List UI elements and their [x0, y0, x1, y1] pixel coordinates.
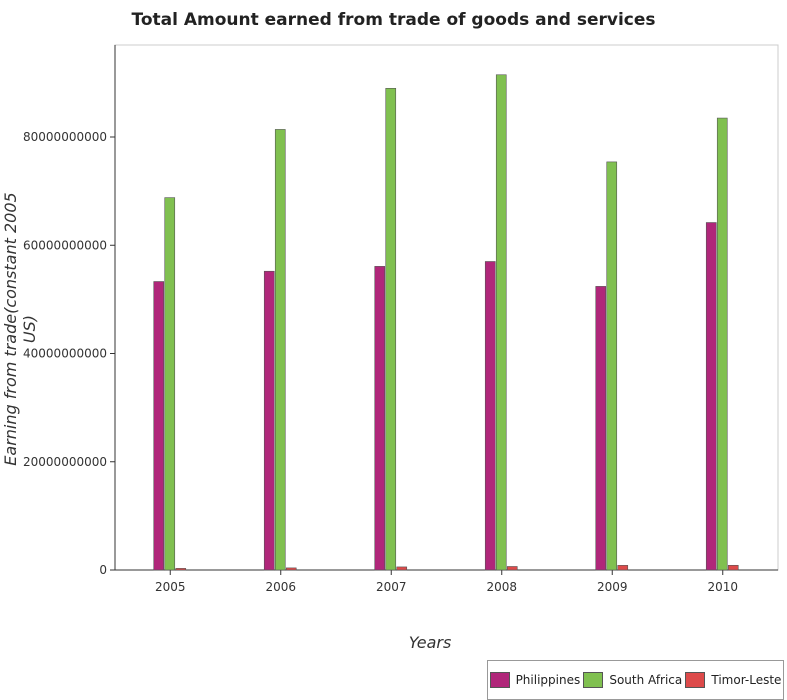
y-tick-label: 40000000000	[23, 347, 107, 361]
bar-south-africa	[385, 87, 397, 571]
chart-title: Total Amount earned from trade of goods …	[131, 10, 656, 30]
legend-label-philippines: Philippines	[515, 673, 581, 687]
bar-south-africa	[274, 129, 286, 571]
bar-timor-leste	[617, 565, 629, 571]
bar-south-africa	[716, 117, 728, 571]
y-tick-label: 60000000000	[23, 238, 107, 252]
y-tick-label: 20000000000	[23, 455, 107, 469]
x-axis-label: Years	[408, 633, 452, 652]
legend-item-timor-leste: Timor-Leste	[685, 672, 781, 688]
bar-south-africa	[606, 161, 618, 571]
x-tick-label: 2006	[265, 580, 296, 594]
bar-timor-leste	[285, 567, 297, 571]
y-tick-label: 80000000000	[23, 130, 107, 144]
bar-philippines	[484, 261, 496, 571]
plot-frame	[114, 44, 779, 571]
x-tick-label: 2010	[707, 580, 738, 594]
bar-timor-leste	[175, 568, 187, 571]
x-tick-label: 2009	[597, 580, 628, 594]
legend-item-philippines: Philippines	[489, 672, 581, 688]
bar-timor-leste	[396, 566, 408, 571]
x-tick-label: 2008	[486, 580, 517, 594]
bar-south-africa	[495, 74, 507, 571]
bar-philippines	[595, 286, 607, 571]
legend-swatch-timor-leste	[685, 672, 706, 688]
bar-philippines	[374, 266, 386, 571]
x-tick-label: 2007	[376, 580, 407, 594]
legend-label-timor-leste: Timor-Leste	[711, 673, 782, 687]
x-tick-label: 2005	[155, 580, 186, 594]
bar-philippines	[263, 270, 275, 571]
bar-philippines	[153, 281, 165, 571]
legend-swatch-philippines	[489, 672, 510, 688]
bar-timor-leste	[506, 566, 518, 571]
legend-label-south-africa: South Africa	[609, 673, 683, 687]
bar-philippines	[705, 222, 717, 571]
legend: Philippines South Africa Timor-Leste	[487, 660, 784, 700]
legend-item-south-africa: South Africa	[583, 672, 682, 688]
bar-timor-leste	[727, 564, 739, 571]
y-tick-label: 0	[99, 563, 107, 577]
bar-south-africa	[164, 197, 176, 571]
legend-swatch-south-africa	[583, 672, 604, 688]
